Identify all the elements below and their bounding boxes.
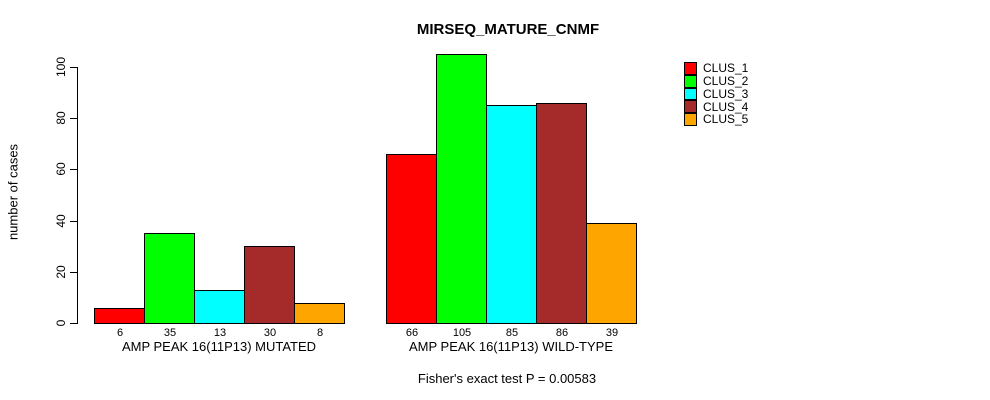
legend-swatch-clus_3 [684, 87, 697, 101]
bar-value-label: 105 [452, 327, 472, 339]
bar-value-label: 13 [213, 327, 227, 339]
y-axis-tick-label: 40 [54, 213, 68, 228]
y-axis-tick [70, 323, 77, 324]
footnote-text: Fisher's exact test P = 0.00583 [417, 371, 597, 386]
bar-clus_2 [144, 233, 195, 324]
y-axis-tick [70, 169, 77, 171]
chart-title: MIRSEQ_MATURE_CNMF [416, 21, 600, 38]
bar-value-label: 35 [163, 327, 177, 339]
legend-label-clus_5: CLUS_5 [703, 112, 749, 127]
y-axis-tick-label: 60 [54, 162, 68, 177]
bar-clus_4 [244, 246, 295, 324]
bar-clus_3 [486, 105, 537, 324]
y-axis-tick [70, 67, 77, 68]
y-axis-tick [70, 271, 77, 273]
bar-clus_5 [294, 302, 345, 324]
y-axis-line [77, 67, 78, 324]
legend-swatch-clus_2 [684, 74, 697, 88]
bar-clus_2 [436, 54, 487, 324]
bar-value-label: 6 [116, 327, 124, 339]
bar-clus_1 [386, 154, 437, 324]
y-axis-tick [70, 118, 77, 120]
y-axis-tick-label: 0 [54, 319, 68, 327]
y-axis-label: number of cases [5, 143, 21, 241]
legend-swatch-clus_4 [684, 100, 697, 113]
legend-label-clus_1: CLUS_1 [703, 61, 749, 76]
bar-value-label: 66 [405, 327, 419, 339]
legend-label-clus_4: CLUS_4 [703, 99, 749, 114]
bar-value-label: 30 [263, 327, 277, 339]
bar-value-label: 86 [555, 327, 569, 339]
y-axis-tick-label: 100 [54, 56, 68, 78]
bar-value-label: 8 [316, 327, 324, 339]
bar-clus_3 [194, 289, 245, 324]
legend-swatch-clus_5 [684, 113, 697, 126]
bar-clus_1 [94, 307, 145, 324]
group-axis-label: AMP PEAK 16(11P13) MUTATED [121, 339, 317, 354]
bar-value-label: 85 [505, 327, 519, 339]
legend-swatch-clus_1 [684, 62, 697, 75]
legend-label-clus_3: CLUS_3 [703, 86, 749, 101]
y-axis-tick-label: 80 [54, 111, 68, 125]
y-axis-tick [70, 220, 77, 222]
bar-clus_5 [586, 223, 637, 324]
legend-label-clus_2: CLUS_2 [703, 74, 749, 89]
group-axis-label: AMP PEAK 16(11P13) WILD-TYPE [409, 339, 613, 354]
y-axis-tick-label: 20 [54, 265, 68, 279]
bar-clus_4 [536, 102, 587, 324]
bar-value-label: 39 [605, 327, 619, 339]
